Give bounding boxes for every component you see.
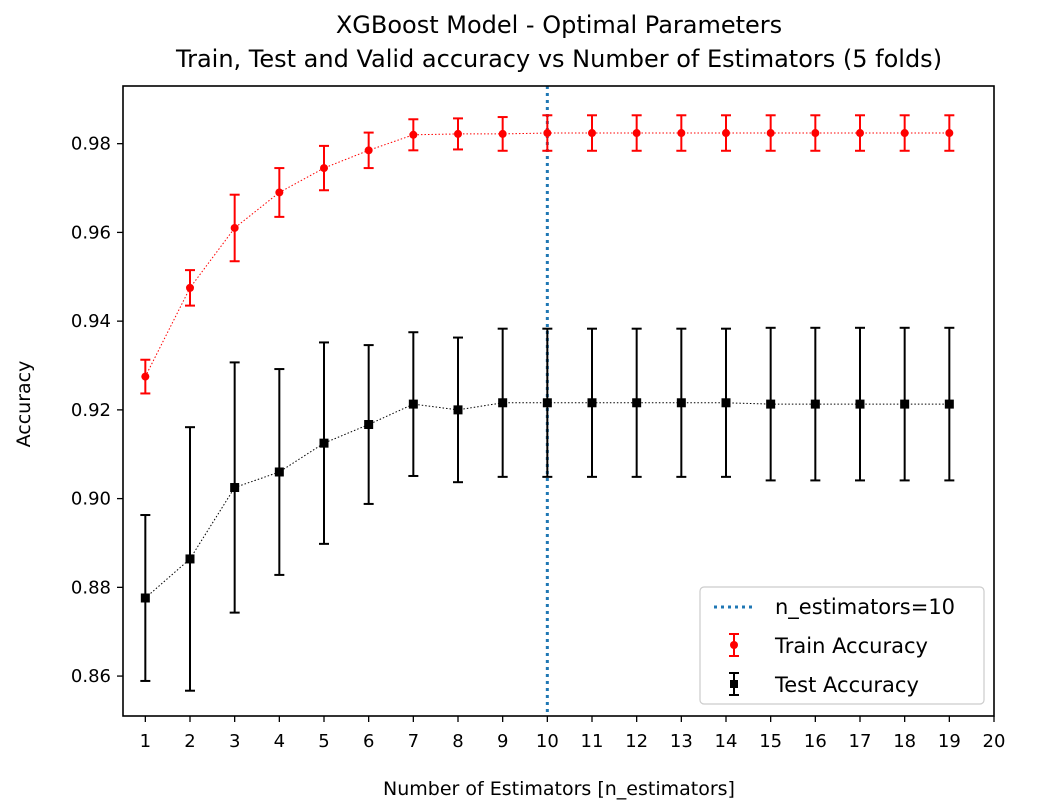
test-point xyxy=(140,593,150,603)
x-tick-label: 4 xyxy=(274,731,285,752)
x-tick-label: 12 xyxy=(625,731,648,752)
x-axis-label: Number of Estimators [n_estimators] xyxy=(383,778,735,800)
train-point xyxy=(543,129,552,138)
y-tick-label: 0.88 xyxy=(71,577,111,598)
train-point xyxy=(409,130,418,139)
test-point xyxy=(230,483,240,493)
x-tick-label: 1 xyxy=(140,731,151,752)
test-point xyxy=(453,405,463,415)
x-tick-label: 8 xyxy=(452,731,463,752)
test-point xyxy=(766,399,776,409)
train-point xyxy=(454,129,462,138)
train-point xyxy=(766,129,775,138)
train-point xyxy=(632,129,641,138)
y-tick-label: 0.92 xyxy=(71,400,111,421)
x-tick-label: 15 xyxy=(759,731,782,752)
train-point xyxy=(945,129,954,138)
test-point xyxy=(721,398,731,408)
y-tick-label: 0.94 xyxy=(71,311,111,332)
test-point xyxy=(900,399,910,409)
x-tick-label: 14 xyxy=(715,731,738,752)
legend-test-label: Test Accuracy xyxy=(774,673,919,697)
train-point xyxy=(900,129,909,138)
x-tick-label: 3 xyxy=(229,731,240,752)
legend-vline-label: n_estimators=10 xyxy=(775,595,955,620)
test-point xyxy=(810,399,820,409)
train-point xyxy=(722,129,730,138)
x-tick-label: 17 xyxy=(849,731,872,752)
x-tick-label: 6 xyxy=(363,731,374,752)
test-point xyxy=(364,420,374,430)
x-tick-label: 7 xyxy=(408,731,419,752)
x-tick-label: 16 xyxy=(804,731,827,752)
train-point xyxy=(230,223,239,232)
test-point xyxy=(185,554,195,564)
y-axis-label: Accuracy xyxy=(13,361,35,448)
y-tick-label: 0.96 xyxy=(71,222,111,243)
train-point xyxy=(677,129,686,138)
y-tick-label: 0.86 xyxy=(71,666,111,687)
test-point xyxy=(274,467,284,477)
train-point xyxy=(498,129,507,138)
test-point xyxy=(632,398,642,408)
x-tick-label: 10 xyxy=(536,731,559,752)
x-tick-label: 11 xyxy=(581,731,604,752)
test-point xyxy=(408,399,418,409)
x-tick-label: 2 xyxy=(184,731,195,752)
y-tick-label: 0.98 xyxy=(71,134,111,155)
legend-train-swatch xyxy=(729,633,739,657)
train-point xyxy=(320,164,328,173)
legend-train-label: Train Accuracy xyxy=(774,634,928,658)
plot-frame xyxy=(122,85,995,717)
x-tick-label: 18 xyxy=(893,731,916,752)
test-point xyxy=(944,399,954,409)
x-tick-label: 19 xyxy=(938,731,961,752)
legend-frame xyxy=(699,586,985,705)
train-point xyxy=(275,188,284,197)
y-tick-label: 0.90 xyxy=(71,489,111,510)
x-tick-label: 20 xyxy=(983,731,1006,752)
plot-area xyxy=(140,86,955,716)
x-tick-label: 9 xyxy=(497,731,508,752)
train-point xyxy=(811,129,820,138)
chart-title: XGBoost Model - Optimal Parameters xyxy=(336,11,782,39)
test-point xyxy=(676,398,686,408)
test-point xyxy=(855,399,865,409)
train-point xyxy=(364,146,373,155)
train-point xyxy=(141,372,150,381)
x-tick-label: 13 xyxy=(670,731,693,752)
legend-test-swatch xyxy=(729,672,739,696)
test-point xyxy=(542,398,552,408)
test-point xyxy=(319,438,329,448)
legend: n_estimators=10 Train Accuracy Test Accu… xyxy=(699,586,985,705)
train-point xyxy=(186,283,194,292)
train-point xyxy=(856,129,864,138)
test-point xyxy=(498,398,508,408)
train-point xyxy=(588,129,596,138)
x-tick-label: 5 xyxy=(318,731,329,752)
chart-subtitle: Train, Test and Valid accuracy vs Number… xyxy=(175,45,942,73)
test-point xyxy=(587,398,597,408)
